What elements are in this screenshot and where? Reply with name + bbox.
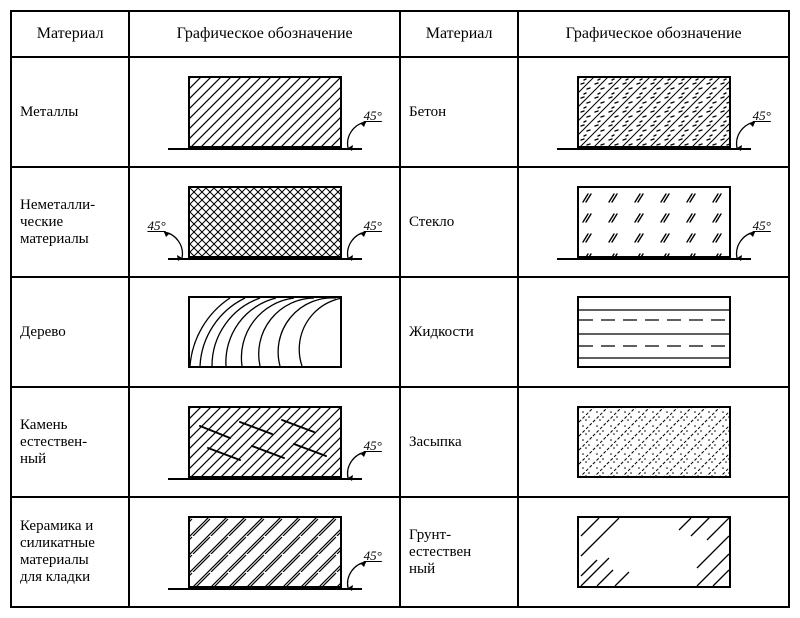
- baseline: [168, 258, 362, 260]
- hatch-swatch: [188, 406, 342, 478]
- baseline: [557, 258, 751, 260]
- baseline: [168, 478, 362, 480]
- col-pattern-1: Графическое обозначение: [129, 11, 400, 57]
- material-name: Бетон: [400, 57, 518, 167]
- baseline: [168, 588, 362, 590]
- angle-45-marker: 45°: [733, 222, 775, 262]
- pattern-cell: [518, 387, 789, 497]
- hatch-swatch: [188, 516, 342, 588]
- pattern-cell: [129, 277, 400, 387]
- material-name: Грунт-естественный: [400, 497, 518, 607]
- angle-45-marker: 45°: [344, 442, 386, 482]
- hatch-swatch: [577, 516, 731, 588]
- material-name: Металлы: [11, 57, 129, 167]
- material-name: Неметалли-ческиематериалы: [11, 167, 129, 277]
- pattern-cell: 45°: [129, 497, 400, 607]
- pattern-cell: [518, 277, 789, 387]
- pattern-cell: 45°: [518, 167, 789, 277]
- hatch-swatch: [188, 186, 342, 258]
- hatch-swatch: [188, 76, 342, 148]
- hatch-swatch: [577, 406, 731, 478]
- table-row: Металлы 45° Бетон 45°: [11, 57, 789, 167]
- angle-45-marker: 45°: [733, 112, 775, 152]
- material-name: Засыпка: [400, 387, 518, 497]
- angle-45-marker: 45°: [344, 552, 386, 592]
- table-row: Дерево Жидкости: [11, 277, 789, 387]
- table-row: Неметалли-ческиематериалы 45° 45°Стекло …: [11, 167, 789, 277]
- material-name: Жидкости: [400, 277, 518, 387]
- table-row: Керамика исиликатныематериалыдля кладки …: [11, 497, 789, 607]
- col-pattern-2: Графическое обозначение: [518, 11, 789, 57]
- hatch-swatch: [577, 76, 731, 148]
- angle-45-marker: 45°: [144, 222, 186, 262]
- material-name: Керамика исиликатныематериалыдля кладки: [11, 497, 129, 607]
- angle-45-marker: 45°: [344, 112, 386, 152]
- pattern-cell: 45°: [129, 387, 400, 497]
- baseline: [168, 148, 362, 150]
- pattern-cell: 45°: [129, 57, 400, 167]
- material-name: Каменьестествен-ный: [11, 387, 129, 497]
- baseline: [557, 148, 751, 150]
- pattern-cell: 45°: [518, 57, 789, 167]
- hatch-swatch: [188, 296, 342, 368]
- pattern-cell: 45° 45°: [129, 167, 400, 277]
- hatch-swatch: [577, 186, 731, 258]
- hatch-swatch: [577, 296, 731, 368]
- pattern-cell: [518, 497, 789, 607]
- material-name: Дерево: [11, 277, 129, 387]
- col-material-1: Материал: [11, 11, 129, 57]
- table-row: Каменьестествен-ный 45° Засыпка: [11, 387, 789, 497]
- materials-hatch-table: Материал Графическое обозначение Материа…: [10, 10, 790, 608]
- header-row: Материал Графическое обозначение Материа…: [11, 11, 789, 57]
- col-material-2: Материал: [400, 11, 518, 57]
- material-name: Стекло: [400, 167, 518, 277]
- angle-45-marker: 45°: [344, 222, 386, 262]
